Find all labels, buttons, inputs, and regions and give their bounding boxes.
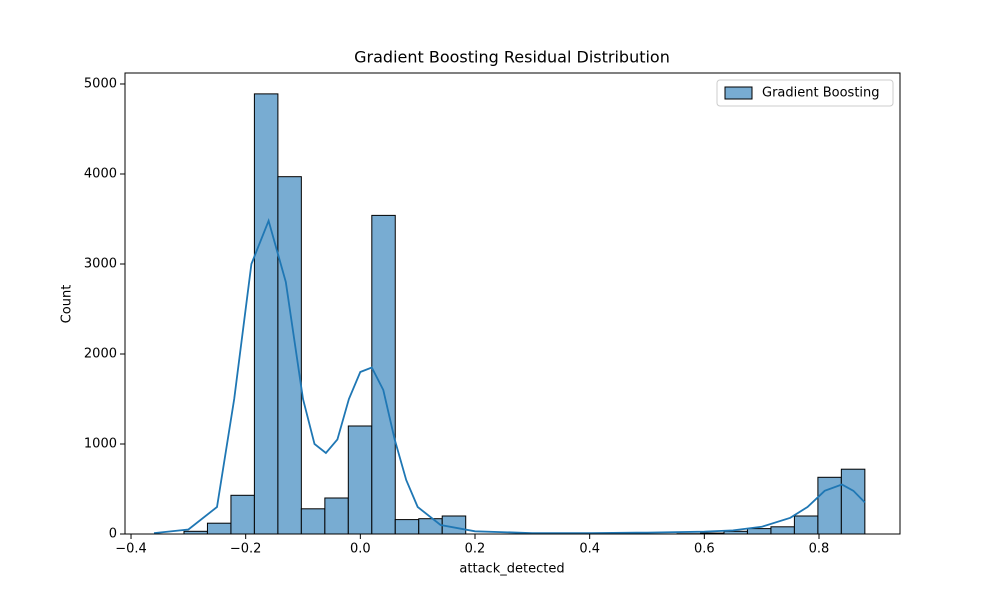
bar bbox=[231, 495, 254, 534]
x-tick-label: −0.2 bbox=[230, 542, 262, 557]
bar bbox=[841, 469, 865, 534]
y-tick-label: 0 bbox=[109, 527, 117, 542]
x-axis-label: attack_detected bbox=[459, 562, 564, 577]
legend-label: Gradient Boosting bbox=[762, 86, 880, 101]
bar bbox=[254, 94, 278, 534]
bar bbox=[325, 498, 348, 534]
bar bbox=[301, 509, 325, 534]
x-tick-label: 0.2 bbox=[465, 542, 486, 557]
bar bbox=[794, 516, 818, 534]
y-axis-label: Count bbox=[60, 285, 75, 324]
x-tick-label: 0.0 bbox=[350, 542, 371, 557]
chart-title: Gradient Boosting Residual Distribution bbox=[354, 48, 670, 67]
bar bbox=[419, 519, 442, 534]
bar bbox=[348, 426, 372, 534]
bar bbox=[395, 520, 419, 534]
bar bbox=[747, 529, 771, 534]
bar bbox=[278, 177, 301, 534]
x-tick-label: −0.4 bbox=[115, 542, 147, 557]
y-tick-label: 3000 bbox=[84, 256, 117, 271]
x-tick-label: 0.6 bbox=[694, 542, 715, 557]
y-tick-label: 4000 bbox=[84, 166, 117, 181]
bar bbox=[442, 516, 466, 534]
y-tick-label: 2000 bbox=[84, 346, 117, 361]
legend-swatch bbox=[725, 87, 752, 99]
x-tick-label: 0.4 bbox=[579, 542, 600, 557]
x-tick-label: 0.8 bbox=[809, 542, 830, 557]
bar bbox=[771, 527, 794, 534]
y-tick-label: 5000 bbox=[84, 76, 117, 91]
y-tick-label: 1000 bbox=[84, 436, 117, 451]
bar bbox=[207, 523, 231, 534]
